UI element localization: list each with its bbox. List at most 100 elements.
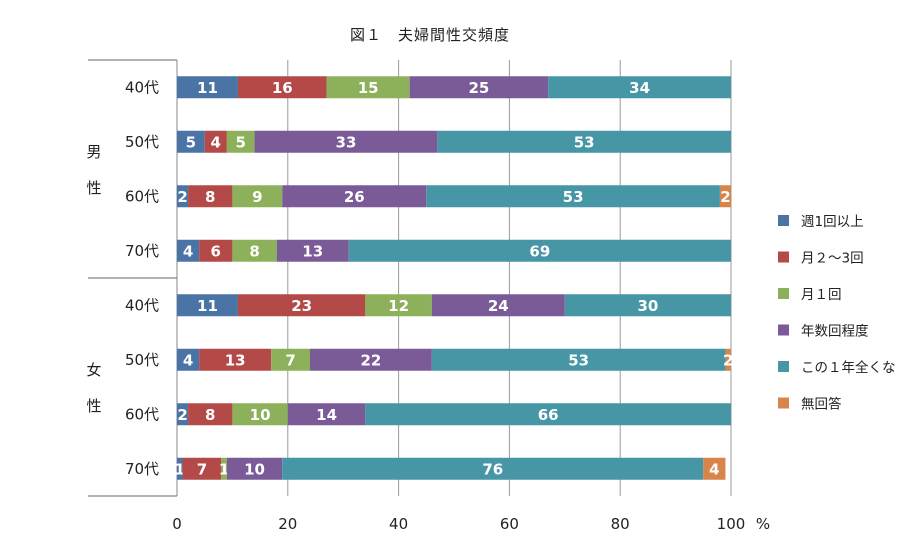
data-label: 34 bbox=[629, 79, 650, 97]
data-label: 23 bbox=[291, 297, 312, 315]
legend-swatch bbox=[778, 288, 789, 299]
category-label: 70代 bbox=[125, 242, 159, 260]
bar-segment bbox=[282, 457, 704, 480]
category-label: 60代 bbox=[125, 405, 159, 423]
data-label: 22 bbox=[360, 351, 381, 369]
data-label: 4 bbox=[211, 133, 221, 151]
bar-segment bbox=[177, 130, 205, 153]
category-label: 60代 bbox=[125, 187, 159, 205]
x-tick-label: 100 bbox=[717, 515, 746, 533]
bar-segment bbox=[232, 185, 283, 208]
data-label: 10 bbox=[244, 460, 265, 478]
data-label: 4 bbox=[709, 460, 719, 478]
bar-segment bbox=[271, 348, 310, 371]
data-label: 15 bbox=[358, 79, 379, 97]
data-label: 10 bbox=[250, 406, 271, 424]
data-label: 2 bbox=[177, 406, 187, 424]
data-label: 9 bbox=[252, 188, 262, 206]
data-label: 2 bbox=[723, 351, 733, 369]
bar-segment bbox=[199, 348, 272, 371]
bar-segment bbox=[177, 457, 183, 480]
bar-segment bbox=[703, 457, 726, 480]
bar-segment bbox=[348, 239, 731, 262]
bar-segment bbox=[177, 76, 238, 99]
legend-label: この１年全くな bbox=[801, 359, 896, 376]
bar-segment bbox=[177, 294, 238, 317]
category-label: 40代 bbox=[125, 78, 159, 96]
bar-segment bbox=[177, 348, 200, 371]
data-label: 69 bbox=[529, 242, 550, 260]
data-label: 8 bbox=[205, 188, 215, 206]
legend-label: 週1回以上 bbox=[801, 214, 864, 230]
data-label: 33 bbox=[336, 133, 357, 151]
bar-segment bbox=[548, 76, 731, 99]
x-tick-label: 20 bbox=[278, 515, 297, 533]
legend-label: 無回答 bbox=[801, 396, 842, 413]
bar-segment bbox=[437, 130, 731, 153]
category-label: 50代 bbox=[125, 351, 159, 369]
bar-segment bbox=[564, 294, 731, 317]
category-label: 70代 bbox=[125, 460, 159, 478]
data-label: 12 bbox=[388, 297, 409, 315]
bar-segment bbox=[188, 403, 233, 426]
bar-segment bbox=[719, 185, 731, 208]
group-label-char: 男 bbox=[86, 143, 101, 161]
data-label: 16 bbox=[272, 79, 293, 97]
group-label-char: 性 bbox=[86, 397, 101, 415]
data-label: 7 bbox=[197, 460, 207, 478]
bar-segment bbox=[725, 348, 731, 371]
data-label: 2 bbox=[177, 188, 187, 206]
data-label: 25 bbox=[468, 79, 489, 97]
data-label: 11 bbox=[197, 297, 218, 315]
data-label: 5 bbox=[186, 133, 196, 151]
group-label-char: 女 bbox=[86, 361, 101, 379]
data-label: 26 bbox=[344, 188, 365, 206]
data-label: 66 bbox=[538, 406, 559, 424]
data-label: 11 bbox=[197, 79, 218, 97]
legend-swatch bbox=[778, 251, 789, 263]
data-label: 13 bbox=[225, 351, 246, 369]
data-label: 8 bbox=[249, 242, 259, 260]
bar-segment bbox=[182, 457, 222, 480]
bar-segment bbox=[188, 185, 233, 208]
bar-segment bbox=[177, 403, 189, 426]
category-label: 40代 bbox=[125, 296, 159, 314]
x-tick-label: 60 bbox=[500, 515, 519, 533]
bar-segment bbox=[199, 239, 233, 262]
data-label: 5 bbox=[235, 133, 245, 151]
data-label: 53 bbox=[563, 188, 584, 206]
x-tick-label: 40 bbox=[389, 515, 408, 533]
bar-segment bbox=[431, 348, 726, 371]
data-label: 6 bbox=[211, 242, 221, 260]
legend-label: 月２～3回 bbox=[801, 251, 864, 267]
data-label: 53 bbox=[568, 351, 589, 369]
legend-swatch bbox=[778, 215, 789, 226]
data-label: 1 bbox=[219, 460, 229, 478]
bar-segment bbox=[287, 403, 366, 426]
bar-segment bbox=[426, 185, 720, 208]
bar-segment bbox=[409, 76, 549, 99]
bar-segment bbox=[365, 403, 731, 426]
bar-segment bbox=[221, 457, 227, 480]
legend-label: 月１回 bbox=[801, 287, 842, 303]
chart-title: 図１ 夫婦間性交頻度 bbox=[349, 26, 510, 44]
data-label: 4 bbox=[183, 351, 193, 369]
bar-segment bbox=[204, 130, 227, 153]
x-tick-label: 80 bbox=[611, 515, 630, 533]
data-label: 7 bbox=[285, 351, 295, 369]
data-label: 8 bbox=[205, 406, 215, 424]
x-tick-label: 0 bbox=[172, 515, 182, 533]
data-label: 13 bbox=[302, 242, 323, 260]
bar-segment bbox=[282, 185, 427, 208]
data-label: 24 bbox=[488, 297, 509, 315]
data-label: 30 bbox=[637, 297, 658, 315]
bar-segment bbox=[177, 185, 189, 208]
bar-segment bbox=[232, 239, 277, 262]
data-label: 2 bbox=[720, 188, 730, 206]
bar-segment bbox=[237, 76, 327, 99]
data-label: 4 bbox=[183, 242, 193, 260]
data-label: 1 bbox=[175, 460, 185, 478]
bar-segment bbox=[226, 457, 283, 480]
legend-swatch bbox=[778, 361, 789, 372]
data-label: 53 bbox=[574, 133, 595, 151]
